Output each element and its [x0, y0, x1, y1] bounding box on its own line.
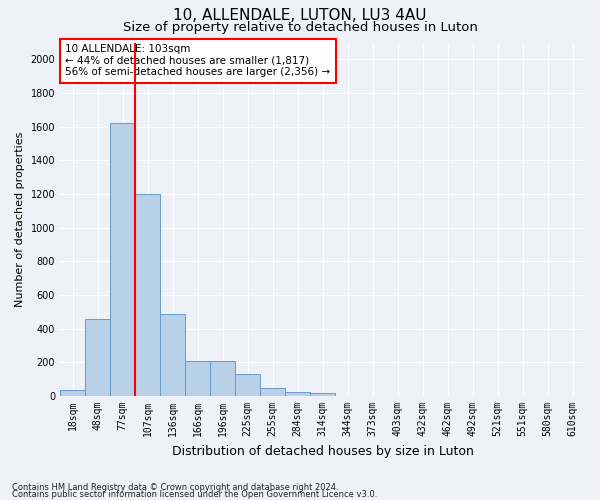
Bar	[285, 392, 310, 396]
Text: Contains HM Land Registry data © Crown copyright and database right 2024.: Contains HM Land Registry data © Crown c…	[12, 484, 338, 492]
Bar	[185, 360, 210, 396]
Y-axis label: Number of detached properties: Number of detached properties	[15, 132, 25, 307]
Text: 10 ALLENDALE: 103sqm
← 44% of detached houses are smaller (1,817)
56% of semi-de: 10 ALLENDALE: 103sqm ← 44% of detached h…	[65, 44, 331, 78]
Bar	[110, 124, 135, 396]
Text: Contains public sector information licensed under the Open Government Licence v3: Contains public sector information licen…	[12, 490, 377, 499]
Bar	[210, 360, 235, 396]
Bar	[235, 374, 260, 396]
Bar	[60, 390, 85, 396]
Text: 10, ALLENDALE, LUTON, LU3 4AU: 10, ALLENDALE, LUTON, LU3 4AU	[173, 8, 427, 22]
Bar	[310, 393, 335, 396]
Bar	[160, 314, 185, 396]
Bar	[260, 388, 285, 396]
Bar	[85, 318, 110, 396]
Text: Size of property relative to detached houses in Luton: Size of property relative to detached ho…	[122, 21, 478, 34]
X-axis label: Distribution of detached houses by size in Luton: Distribution of detached houses by size …	[172, 444, 473, 458]
Bar	[135, 194, 160, 396]
